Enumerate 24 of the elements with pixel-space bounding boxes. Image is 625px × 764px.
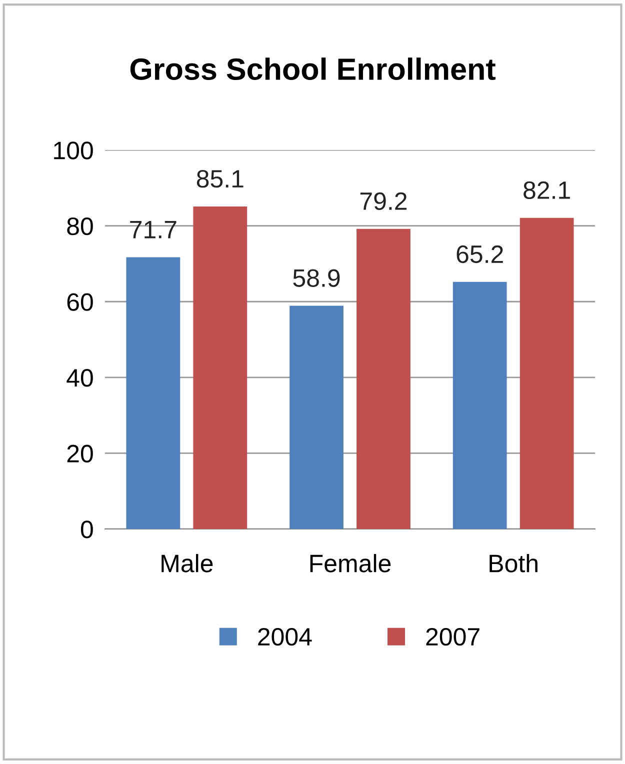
y-tick-label: 60 — [67, 293, 93, 311]
data-label: 85.1 — [196, 170, 244, 188]
data-label: 82.1 — [524, 181, 570, 200]
y-tick-label: 40 — [66, 369, 93, 387]
chart-title: Gross School Enrollment — [130, 58, 496, 80]
data-label: 79.2 — [360, 192, 407, 210]
data-label: 65.2 — [456, 245, 503, 264]
y-tick-label: 20 — [67, 444, 93, 463]
y-tick-label: 0 — [80, 520, 93, 538]
bar — [290, 306, 344, 529]
data-label: 71.7 — [130, 221, 176, 238]
bar — [356, 228, 410, 529]
legend-label: 2007 — [426, 628, 480, 646]
y-tick-label: 100 — [54, 142, 93, 160]
y-tick-label: 80 — [67, 217, 93, 236]
x-tick-label: Both — [490, 554, 538, 572]
bar — [452, 282, 507, 529]
bar — [193, 206, 248, 529]
x-tick-label: Female — [310, 554, 391, 572]
bar — [520, 218, 574, 529]
data-label: 58.9 — [293, 269, 340, 287]
x-tick-label: Male — [162, 554, 213, 572]
bar — [126, 257, 180, 529]
legend-label: 2004 — [258, 628, 312, 646]
